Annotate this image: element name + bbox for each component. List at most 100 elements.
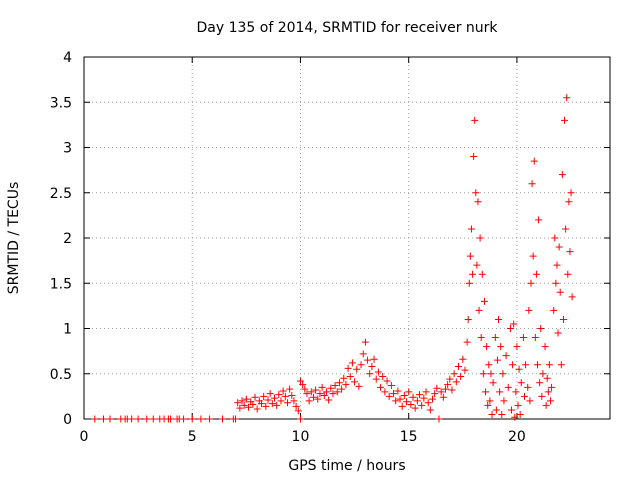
data-point xyxy=(556,288,564,296)
data-point xyxy=(514,401,522,409)
plot-frame xyxy=(83,56,611,420)
data-point xyxy=(510,320,518,328)
data-point xyxy=(143,415,151,423)
chart-title: Day 135 of 2014, SRMTID for receiver nur… xyxy=(196,20,498,36)
data-point xyxy=(480,297,488,305)
data-point xyxy=(484,401,492,409)
data-point xyxy=(405,388,413,396)
data-point xyxy=(550,306,558,314)
data-point xyxy=(504,383,512,391)
data-point xyxy=(240,401,248,409)
data-point xyxy=(232,415,240,423)
data-point xyxy=(489,379,497,387)
data-point xyxy=(372,375,380,383)
data-point xyxy=(553,261,561,269)
data-point xyxy=(379,372,387,380)
x-tick-label: 15 xyxy=(400,429,418,445)
data-point xyxy=(234,399,242,407)
data-points xyxy=(91,94,576,423)
y-tick-label: 0.5 xyxy=(50,367,72,383)
data-point xyxy=(260,392,268,400)
data-point xyxy=(471,116,479,124)
data-point xyxy=(524,383,532,391)
data-point xyxy=(387,382,395,390)
data-point xyxy=(416,391,424,399)
y-tick-label: 1.5 xyxy=(50,276,72,292)
data-point xyxy=(320,391,328,399)
data-point xyxy=(527,279,535,287)
data-point xyxy=(495,315,503,323)
data-point xyxy=(364,356,372,364)
data-point xyxy=(482,388,490,396)
data-point xyxy=(327,384,335,392)
data-point xyxy=(420,394,428,402)
data-point xyxy=(292,402,300,410)
data-point xyxy=(322,388,330,396)
data-point xyxy=(366,370,374,378)
data-point xyxy=(359,350,367,358)
y-tick-label: 4 xyxy=(63,50,72,66)
y-tick-label: 2 xyxy=(63,231,72,247)
data-point xyxy=(270,394,278,402)
data-point xyxy=(422,388,430,396)
data-point xyxy=(264,396,272,404)
data-point xyxy=(277,397,285,405)
data-point xyxy=(340,374,348,382)
data-point xyxy=(478,270,486,278)
data-point xyxy=(394,387,402,395)
data-point xyxy=(525,306,533,314)
data-point xyxy=(314,395,322,403)
data-point xyxy=(497,343,505,351)
data-point xyxy=(475,306,483,314)
data-point xyxy=(346,372,354,380)
axis-tick-labels: 0 5 10 15 20 0 0.5 1 1.5 2 2.5 3 3.5 4 xyxy=(50,50,526,445)
data-point xyxy=(548,383,556,391)
data-point xyxy=(461,366,469,374)
data-point xyxy=(316,390,324,398)
data-point xyxy=(197,415,205,423)
data-point xyxy=(466,252,474,260)
data-point xyxy=(331,382,339,390)
data-point xyxy=(543,374,551,382)
data-point xyxy=(538,392,546,400)
data-point xyxy=(515,365,523,373)
data-point xyxy=(437,388,445,396)
y-tick-label: 3 xyxy=(63,141,72,157)
data-point xyxy=(400,391,408,399)
data-point xyxy=(541,343,549,351)
data-point xyxy=(307,388,315,396)
data-point xyxy=(459,355,467,363)
data-point xyxy=(555,243,563,251)
data-point xyxy=(351,378,359,386)
data-point xyxy=(457,372,465,380)
data-point xyxy=(528,180,536,188)
data-point xyxy=(294,407,302,415)
data-point xyxy=(530,157,538,165)
y-tick-label: 1 xyxy=(63,322,72,338)
data-point xyxy=(561,116,569,124)
data-point xyxy=(506,325,514,332)
data-point xyxy=(493,356,501,364)
data-point xyxy=(180,415,188,423)
data-point xyxy=(558,171,566,179)
data-point xyxy=(522,361,530,369)
data-point xyxy=(452,378,460,386)
axis-ticks xyxy=(83,56,610,420)
data-point xyxy=(385,392,393,400)
data-point xyxy=(390,390,398,398)
data-point xyxy=(444,381,452,389)
grid-lines xyxy=(84,57,610,419)
data-point xyxy=(508,406,516,414)
data-point xyxy=(554,329,562,337)
data-point xyxy=(268,400,276,408)
data-point xyxy=(483,343,491,351)
data-point xyxy=(418,401,426,409)
data-point xyxy=(128,415,136,423)
data-point xyxy=(485,361,493,369)
data-point xyxy=(476,234,484,242)
data-point xyxy=(392,397,400,405)
x-tick-label: 20 xyxy=(508,429,526,445)
data-point xyxy=(413,397,421,405)
data-point xyxy=(329,390,337,398)
data-point xyxy=(539,370,547,378)
